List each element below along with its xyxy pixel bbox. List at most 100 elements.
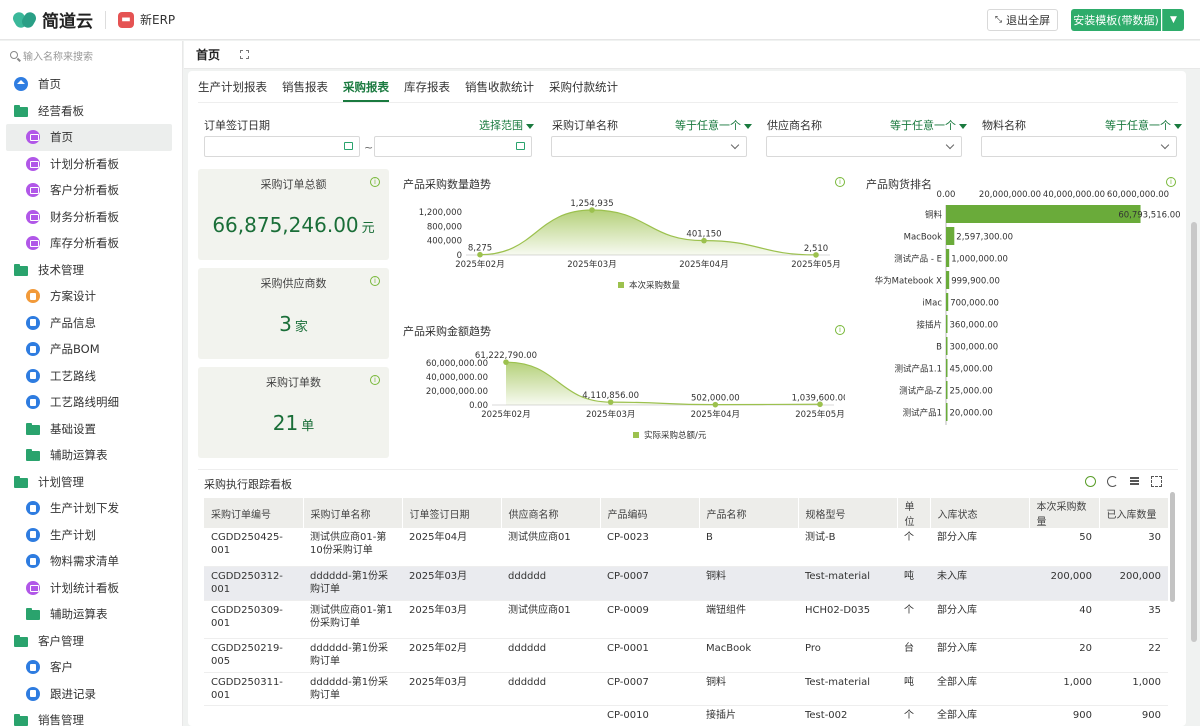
bar[interactable] — [946, 403, 948, 421]
sidebar-item[interactable]: 生产计划 — [0, 522, 182, 549]
tab[interactable]: 采购报表 — [343, 71, 389, 102]
table-row[interactable]: CGDD250425-001 测试供应商01-第10份采购订单 2025年04月 测试… — [204, 528, 1168, 567]
filter-op-order[interactable]: 等于任意一个 — [675, 117, 752, 133]
bar[interactable] — [946, 359, 948, 377]
tab[interactable]: 销售收款统计 — [465, 80, 534, 94]
sidebar-item[interactable]: 计划管理 — [0, 469, 182, 496]
sort-icon[interactable] — [1129, 476, 1140, 487]
sidebar-item[interactable]: 计划统计看板 — [0, 575, 182, 602]
column-header[interactable]: 产品编码 — [600, 498, 700, 528]
category-label: 测试产品 - E — [894, 254, 942, 265]
sidebar-item[interactable]: 首页 — [0, 71, 182, 98]
supplier-select[interactable] — [766, 136, 962, 157]
fullscreen-icon[interactable] — [1151, 476, 1162, 487]
exit-fullscreen-button[interactable]: ⤡ 退出全屏 — [987, 9, 1058, 31]
column-header[interactable]: 采购订单编号 — [204, 498, 304, 528]
column-header[interactable]: 产品名称 — [699, 498, 799, 528]
sidebar-item[interactable]: 工艺路线明细 — [0, 389, 182, 416]
column-header[interactable]: 入库状态 — [930, 498, 1030, 528]
table-cell: dddddd-第1份采购订单 — [303, 566, 402, 601]
sidebar-item[interactable]: 经营看板 — [0, 98, 182, 125]
install-dropdown-button[interactable]: ▼ — [1162, 9, 1184, 31]
data-point[interactable] — [477, 251, 483, 258]
data-point[interactable] — [712, 401, 719, 408]
sidebar-item[interactable]: 基础设置 — [0, 416, 182, 443]
date-start-input[interactable] — [204, 136, 360, 157]
sidebar-item[interactable]: 首页 — [6, 124, 172, 151]
sidebar-item[interactable]: 财务分析看板 — [0, 204, 182, 231]
page-scrollbar[interactable] — [1190, 72, 1198, 726]
bar[interactable] — [946, 205, 1141, 223]
bar[interactable] — [946, 227, 955, 245]
sidebar-item[interactable]: 计划分析看板 — [0, 151, 182, 178]
column-header[interactable]: 本次采购数量 — [1029, 498, 1100, 528]
data-point[interactable] — [817, 401, 823, 408]
table-row[interactable]: CGDD250219-005 dddddd-第1份采购订单 2025年02月 dddd… — [204, 638, 1168, 673]
tab[interactable]: 生产计划报表 — [198, 80, 267, 94]
sidebar-item[interactable]: 辅助运算表 — [0, 601, 182, 628]
sidebar-item[interactable]: 物料需求清单 — [0, 548, 182, 575]
column-header[interactable]: 订单签订日期 — [402, 498, 502, 528]
data-point[interactable] — [701, 237, 707, 244]
sidebar-item[interactable]: 客户分析看板 — [0, 177, 182, 204]
data-point[interactable] — [607, 399, 614, 405]
filter-op-date[interactable]: 选择范围 — [479, 117, 534, 133]
fullscreen-icon[interactable] — [240, 50, 250, 59]
filter-op-material[interactable]: 等于任意一个 — [1105, 117, 1182, 133]
info-icon[interactable]: i — [835, 325, 845, 335]
bar[interactable] — [946, 381, 948, 399]
material-select[interactable] — [981, 136, 1177, 157]
sidebar-item[interactable]: 销售管理 — [0, 707, 182, 726]
column-header[interactable]: 单位 — [897, 498, 931, 528]
info-icon[interactable] — [1085, 476, 1096, 487]
tab[interactable]: 库存报表 — [404, 80, 450, 94]
table-row[interactable]: CP-0010 接插片 Test-002 个全部入库 900 900 — [204, 705, 1168, 726]
table-scrollbar[interactable] — [1170, 492, 1175, 726]
tab[interactable]: 采购付款统计 — [549, 80, 618, 94]
sidebar-item[interactable]: 方案设计 — [0, 283, 182, 310]
sidebar-item[interactable]: 客户管理 — [0, 628, 182, 655]
sidebar-item[interactable]: 产品信息 — [0, 310, 182, 337]
info-icon[interactable]: i — [1166, 177, 1176, 187]
bar[interactable] — [946, 249, 950, 267]
table-row[interactable]: CGDD250311-001 dddddd-第1份采购订单 2025年03月 dddd… — [204, 672, 1168, 706]
scroll-thumb[interactable] — [1170, 492, 1175, 602]
sidebar-item[interactable]: 工艺路线 — [0, 363, 182, 390]
info-icon[interactable]: i — [370, 375, 380, 385]
data-point[interactable] — [813, 252, 819, 258]
data-label: 300,000.00 — [950, 343, 999, 353]
table-row[interactable]: CGDD250309-001 测试供应商01-第1份采购订单 2025年03月 测试供… — [204, 600, 1168, 639]
logo[interactable]: 简道云 — [14, 7, 93, 32]
sidebar-item[interactable]: 库存分析看板 — [0, 230, 182, 257]
table-row[interactable]: CGDD250312-001 dddddd-第1份采购订单 2025年03月 dddd… — [204, 566, 1168, 601]
sidebar-item[interactable]: 技术管理 — [0, 257, 182, 284]
data-point[interactable] — [503, 359, 509, 365]
info-icon[interactable]: i — [835, 177, 845, 187]
app-name[interactable]: 新ERP — [140, 13, 176, 27]
tab[interactable]: 销售报表 — [282, 80, 328, 94]
sidebar-item[interactable]: 客户 — [0, 654, 182, 681]
chart-title: 产品采购数量趋势 — [403, 178, 491, 191]
column-header[interactable]: 供应商名称 — [501, 498, 601, 528]
bar[interactable] — [946, 337, 948, 355]
sidebar-item[interactable]: 辅助运算表 — [0, 442, 182, 469]
sidebar-item[interactable]: 产品BOM — [0, 336, 182, 363]
bar[interactable] — [946, 293, 949, 311]
info-icon[interactable]: i — [370, 276, 380, 286]
bar[interactable] — [946, 271, 950, 289]
install-template-button[interactable]: 安装模板(带数据) — [1071, 9, 1161, 31]
column-header[interactable]: 已入库数量 — [1099, 498, 1169, 528]
refresh-icon[interactable] — [1107, 476, 1118, 487]
bar[interactable] — [946, 315, 948, 333]
scroll-thumb[interactable] — [1191, 222, 1197, 642]
order-name-select[interactable] — [551, 136, 747, 157]
sidebar-item[interactable]: 跟进记录 — [0, 681, 182, 708]
column-header[interactable]: 采购订单名称 — [303, 498, 403, 528]
info-icon[interactable]: i — [370, 177, 380, 187]
data-point[interactable] — [589, 207, 595, 213]
filter-op-supplier[interactable]: 等于任意一个 — [890, 117, 967, 133]
column-header[interactable]: 规格型号 — [798, 498, 898, 528]
search-input[interactable]: 输入名称来搜索 — [10, 47, 172, 63]
sidebar-item[interactable]: 生产计划下发 — [0, 495, 182, 522]
date-end-input[interactable] — [374, 136, 532, 157]
